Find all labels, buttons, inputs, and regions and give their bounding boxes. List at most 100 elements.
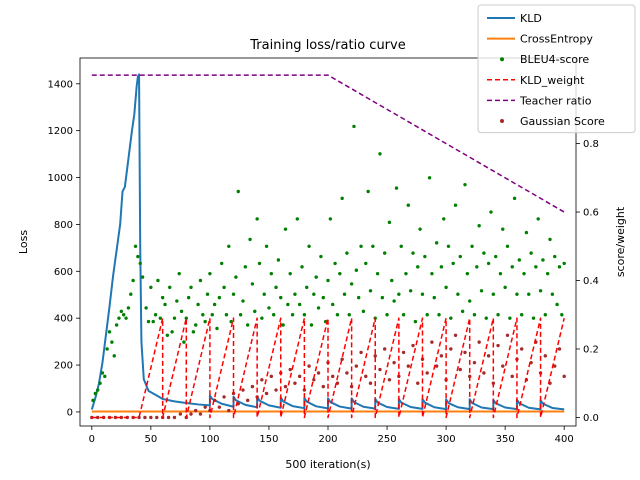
point-gaussian-score-10: [149, 415, 153, 420]
legend: KLD CrossEntropy BLEU4-score KLD_weight Teac…: [477, 4, 636, 134]
point-bleu4-score-101: [331, 302, 335, 307]
point-bleu4-score-142: [427, 176, 432, 180]
point-bleu4-score-165: [482, 251, 486, 255]
point-bleu4-score-92: [309, 323, 314, 327]
point-bleu4-score-182: [522, 271, 526, 276]
point-bleu4-score-135: [411, 251, 415, 255]
point-bleu4-score-67: [250, 282, 255, 286]
point-bleu4-score-104: [338, 271, 342, 276]
point-bleu4-score-91: [307, 244, 311, 248]
y-right-tick-label: 0.8: [583, 139, 599, 150]
point-gaussian-score-25: [227, 408, 231, 413]
point-bleu4-score-99: [326, 278, 330, 283]
point-bleu4-score-37: [179, 309, 184, 314]
point-bleu4-score-177: [510, 265, 514, 269]
point-bleu4-score-14: [124, 316, 128, 320]
point-bleu4-score-10: [114, 323, 119, 327]
point-gaussian-score-5: [119, 415, 124, 420]
point-bleu4-score-141: [425, 313, 429, 317]
point-bleu4-score-171: [496, 313, 500, 317]
point-bleu4-score-64: [243, 265, 248, 269]
point-bleu4-score-41: [189, 285, 193, 290]
series-line-teacher-ratio: [91, 74, 565, 213]
point-bleu4-score-137: [416, 265, 420, 269]
point-bleu4-score-138: [418, 227, 422, 231]
point-gaussian-score-33: [264, 391, 269, 396]
point-bleu4-score-150: [446, 244, 451, 248]
point-bleu4-score-160: [470, 244, 474, 248]
point-gaussian-score-53: [359, 350, 363, 355]
point-bleu4-score-152: [451, 261, 455, 266]
y-left-tick-label: 200: [54, 361, 73, 372]
point-bleu4-score-27: [156, 278, 160, 283]
point-bleu4-score-199: [562, 261, 566, 266]
point-bleu4-score-1: [93, 391, 98, 396]
point-bleu4-score-73: [264, 244, 269, 248]
legend-label-gaussian-score: Gaussian Score: [520, 115, 605, 128]
point-bleu4-score-130: [399, 244, 403, 248]
point-bleu4-score-20: [138, 261, 142, 266]
point-bleu4-score-68: [253, 309, 257, 314]
point-bleu4-score-151: [449, 316, 453, 320]
point-bleu4-score-167: [486, 261, 491, 266]
series-bleu4-score: [91, 124, 566, 403]
point-bleu4-score-185: [529, 251, 533, 255]
point-bleu4-score-173: [501, 227, 505, 231]
point-bleu4-score-42: [191, 330, 196, 334]
x-tick-label: 100: [200, 434, 219, 445]
point-bleu4-score-33: [170, 330, 174, 334]
point-bleu4-score-110: [352, 124, 356, 129]
point-gaussian-score-28: [241, 388, 245, 392]
y-left-tick-label: 1200: [48, 126, 73, 137]
point-bleu4-score-128: [394, 186, 399, 190]
x-tick-label: 300: [437, 434, 456, 445]
point-bleu4-score-24: [149, 285, 153, 290]
point-bleu4-score-105: [340, 196, 344, 201]
point-bleu4-score-179: [515, 292, 519, 296]
point-bleu4-score-100: [328, 217, 333, 221]
point-bleu4-score-183: [524, 230, 529, 235]
point-bleu4-score-163: [477, 224, 481, 228]
point-bleu4-score-148: [442, 217, 446, 221]
point-bleu4-score-115: [364, 261, 368, 266]
point-bleu4-score-4: [100, 371, 105, 375]
point-bleu4-score-0: [91, 398, 95, 403]
point-bleu4-score-107: [345, 251, 349, 255]
point-gaussian-score-23: [217, 405, 222, 409]
point-bleu4-score-155: [458, 254, 462, 259]
point-bleu4-score-28: [158, 316, 162, 320]
point-gaussian-score-40: [297, 374, 302, 379]
point-bleu4-score-121: [378, 152, 382, 156]
point-bleu4-score-71: [260, 316, 264, 320]
point-bleu4-score-11: [117, 316, 121, 320]
y-left-tick-label: 800: [54, 220, 73, 231]
point-bleu4-score-139: [420, 292, 425, 296]
point-bleu4-score-190: [541, 258, 545, 262]
x-tick-label: 350: [496, 434, 515, 445]
point-bleu4-score-87: [297, 302, 302, 307]
point-gaussian-score-60: [392, 360, 396, 365]
point-bleu4-score-123: [382, 251, 387, 255]
point-bleu4-score-109: [349, 282, 354, 286]
point-bleu4-score-120: [375, 271, 380, 276]
legend-label-bleu4-score: BLEU4-score: [520, 53, 589, 66]
point-bleu4-score-184: [527, 292, 531, 296]
point-bleu4-score-114: [361, 309, 366, 314]
point-gaussian-score-80: [486, 354, 491, 358]
point-gaussian-score-58: [382, 347, 387, 351]
point-bleu4-score-66: [248, 237, 252, 242]
point-bleu4-score-189: [538, 289, 543, 293]
x-tick-label: 150: [259, 434, 278, 445]
point-gaussian-score-4: [113, 415, 118, 420]
point-bleu4-score-57: [227, 244, 231, 248]
point-bleu4-score-94: [314, 275, 318, 279]
point-gaussian-score-29: [246, 398, 250, 403]
point-bleu4-score-34: [172, 316, 177, 320]
point-bleu4-score-96: [319, 254, 323, 259]
point-bleu4-score-15: [126, 306, 131, 310]
point-gaussian-score-77: [472, 360, 477, 365]
point-gaussian-score-47: [331, 374, 335, 379]
point-gaussian-score-13: [166, 415, 171, 420]
point-bleu4-score-146: [437, 313, 441, 317]
